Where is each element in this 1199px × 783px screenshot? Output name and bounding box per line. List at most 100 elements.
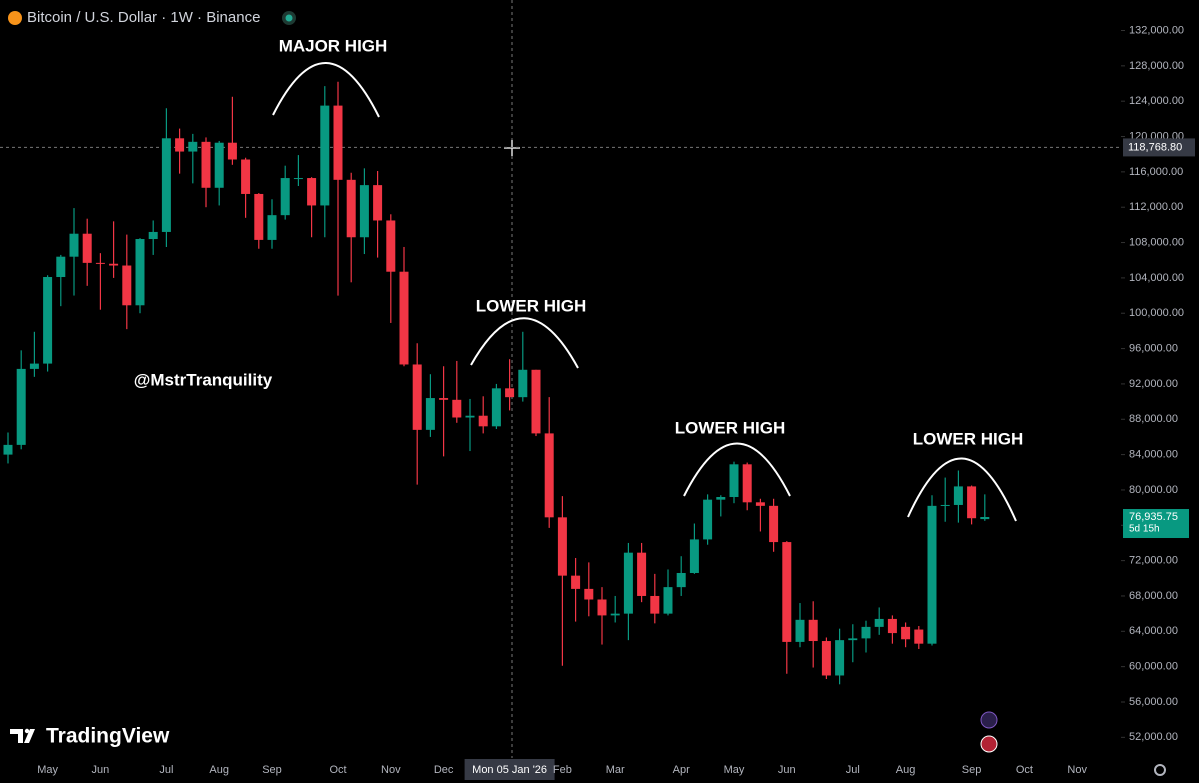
candle-body [122,265,132,306]
candle-body [584,588,594,600]
y-tick-label: 88,000.00 [1129,413,1178,425]
x-tick-label: Feb [553,764,572,776]
y-tick-label: 84,000.00 [1129,449,1178,461]
y-tick-label: 124,000.00 [1129,95,1184,107]
logo: TradingView [10,725,170,748]
annotation-arc [907,457,1017,522]
y-tick-label: 112,000.00 [1129,201,1183,213]
x-tick-label: Jun [778,764,796,776]
candle-body [887,618,897,634]
settings-icon[interactable] [1154,764,1166,776]
x-tick-label: Aug [209,764,229,776]
y-tick-label: 116,000.00 [1129,166,1183,178]
candle-body [518,369,528,398]
candle-body [346,179,356,238]
annotation: LOWER HIGH [476,296,587,315]
annotation: LOWER HIGH [675,418,786,437]
candle-body [821,641,831,676]
x-tick-label: Aug [896,764,916,776]
candle-body [386,220,396,272]
candle-body [650,595,660,614]
last-price: 76,935.75 [1129,511,1178,523]
candle-body [795,619,805,642]
candle-body [135,239,145,306]
candle-body [293,178,303,180]
candle-body [82,233,92,263]
logo-mark [10,729,35,743]
candle-body [848,638,858,641]
candle-body [953,486,963,505]
logo-text: TradingView [46,725,170,748]
candle-body [703,499,713,540]
candle-body [676,572,686,588]
candle-body [175,138,185,152]
y-tick-label: 128,000.00 [1129,60,1184,72]
annotation: LOWER HIGH [913,429,1024,448]
candle-body [307,178,317,206]
candle-body [531,369,541,434]
candle-body [333,105,343,180]
candle-body [29,363,39,369]
candle-body [254,193,264,240]
crosshair-date: Mon 05 Jan '26 [472,764,547,776]
candle-body [689,539,699,573]
candle-body [3,444,13,455]
icon-flag[interactable] [980,735,998,753]
candle-body [637,552,647,596]
candle-body [597,599,607,616]
candle-body [980,517,990,520]
candle-body [544,433,554,518]
candle-body [109,263,119,266]
candle-body [901,626,911,640]
candle-body [56,256,66,278]
candle-body [755,502,765,506]
candle-body [808,619,818,642]
x-tick-label: Dec [434,764,454,776]
x-tick-label: May [37,764,58,776]
candle-body [914,629,924,644]
candle-body [940,504,950,506]
candle-body [557,517,567,576]
candle-body [320,105,330,206]
candle-body [769,505,779,543]
x-tick-label: Apr [673,764,690,776]
y-tick-label: 108,000.00 [1129,236,1184,248]
x-tick-label: Oct [1016,764,1033,776]
x-tick-label: Nov [381,764,401,776]
x-tick-label: Jul [846,764,860,776]
crosshair-price: 118,768.80 [1128,141,1182,153]
y-tick-label: 68,000.00 [1129,590,1178,602]
candle-body [967,486,977,519]
candle-body [729,464,739,498]
countdown: 5d 15h [1129,524,1160,535]
candle-body [478,415,488,427]
x-tick-label: May [724,764,745,776]
x-tick-label: Jun [92,764,110,776]
candle-body [465,415,475,418]
y-tick-label: 52,000.00 [1129,731,1178,743]
candle-body [439,398,449,400]
y-tick-label: 92,000.00 [1129,378,1178,390]
candle-body [505,388,515,398]
candle-body [491,388,501,427]
candle-body [610,613,620,616]
candle-body [241,159,251,194]
candle-body [161,138,171,232]
x-tick-label: Nov [1067,764,1087,776]
candle-body [95,262,105,264]
candle-body [16,368,26,445]
candle-body [835,640,845,676]
annotation-arc [683,442,791,497]
candle-body [452,399,462,418]
candle-body [214,142,224,188]
candle-body [201,141,211,188]
candle-body [663,587,673,614]
status-dot [285,14,293,22]
candle-body [359,185,369,238]
candle-body [280,178,290,216]
y-tick-label: 64,000.00 [1129,625,1178,637]
candle-body [69,233,79,257]
icon-flash[interactable] [980,711,998,729]
candle-body [782,542,792,642]
